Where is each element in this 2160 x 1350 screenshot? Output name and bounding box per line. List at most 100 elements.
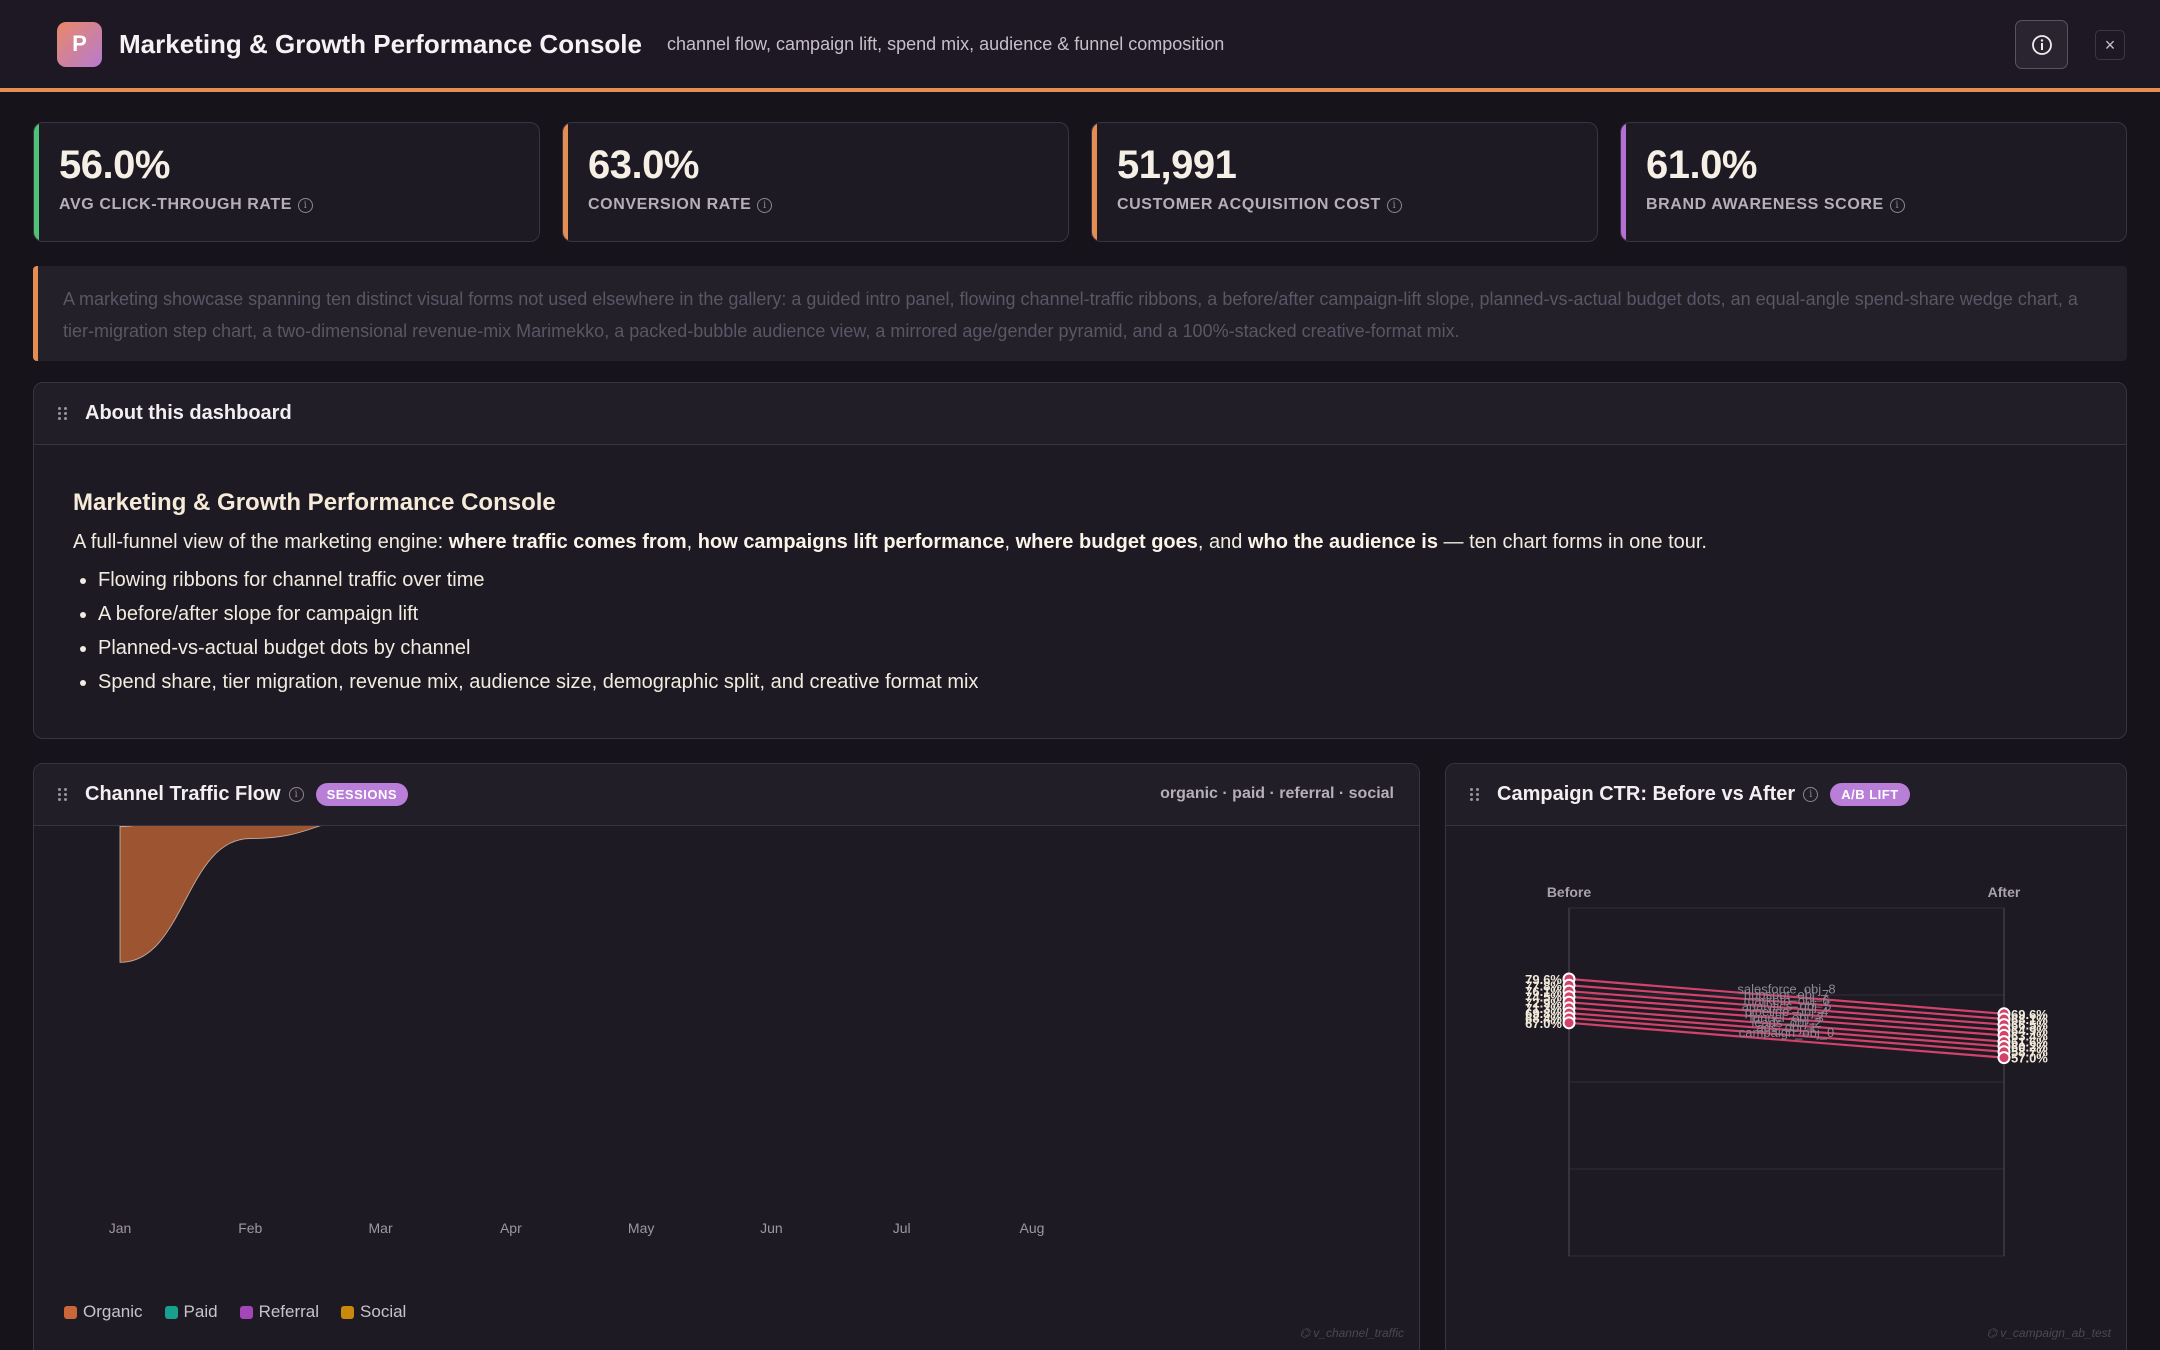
slope-line: [1568, 1001, 2005, 1037]
panel-title: Channel Traffic Flow: [85, 783, 281, 805]
after-value-label: 58.7%: [2011, 1045, 2048, 1060]
kpi-card-brand-awareness: 61.0% BRAND AWARENESS SCORE i: [1620, 122, 2127, 242]
channel-traffic-chart: Jan Feb Mar Apr May Jun Jul Aug: [109, 826, 1045, 1236]
list-item: Flowing ribbons for channel traffic over…: [98, 563, 2087, 597]
info-icon[interactable]: i: [288, 787, 304, 802]
before-value-label: 79.6%: [1525, 972, 1562, 987]
app-title: Marketing & Growth Performance Console: [119, 28, 642, 59]
app-header: P Marketing & Growth Performance Console…: [0, 0, 2160, 92]
legend-item-referral[interactable]: Referral: [239, 1302, 319, 1322]
close-button[interactable]: ×: [2095, 30, 2125, 60]
channel-traffic-panel: Channel Traffic Flow i SESSIONS organic …: [33, 763, 1420, 1350]
series-label: analytics_obj_5: [1742, 998, 1832, 1013]
series-label: pipeline_obj_4: [1745, 1004, 1829, 1019]
legend-item-social[interactable]: Social: [341, 1302, 406, 1322]
about-intro: A full-funnel view of the marketing engi…: [73, 531, 1707, 553]
kpi-value: 56.0%: [59, 143, 170, 187]
about-bullets: Flowing ribbons for channel traffic over…: [73, 563, 2087, 699]
drag-handle-icon[interactable]: [58, 407, 68, 420]
panel-header: Channel Traffic Flow i SESSIONS organic …: [34, 764, 1419, 826]
slope-line: [1568, 1016, 2005, 1053]
campaign-slope-chart: Before After salesforce_obj_8hubspot_obj_7…: [1525, 884, 2048, 1257]
list-item: Spend share, tier migration, revenue mix…: [98, 665, 2087, 699]
series-label: hubspot_obj_7: [1744, 987, 1829, 1002]
panel-header: About this dashboard: [34, 383, 2126, 445]
x-tick-label: Apr: [500, 1220, 522, 1236]
slope-line: [1568, 1006, 2005, 1043]
slope-line: [1568, 984, 2005, 1021]
before-value-label: 68.4%: [1525, 1011, 1562, 1026]
app-subtitle: channel flow, campaign lift, spend mix, …: [666, 33, 1225, 54]
series-label: marketo_obj_6: [1744, 993, 1830, 1008]
info-circle-icon: [2031, 34, 2052, 55]
info-button[interactable]: [2015, 20, 2068, 69]
x-tick-label: Jul: [893, 1220, 911, 1236]
info-icon[interactable]: i: [298, 197, 314, 213]
after-value-label: 61.6%: [2011, 1035, 2048, 1050]
panel-meta: organic · paid · referral · social: [1160, 785, 1394, 802]
kpi-value: 61.0%: [1646, 143, 1757, 187]
x-tick-label: Aug: [1020, 1220, 1045, 1236]
slope-line: [1568, 1021, 2005, 1059]
info-icon[interactable]: i: [757, 197, 773, 213]
x-tick-label: Feb: [238, 1220, 262, 1236]
legend-item-paid[interactable]: Paid: [164, 1302, 218, 1322]
info-icon[interactable]: i: [1386, 197, 1402, 213]
kpi-card-ctr: 56.0% AVG CLICK-THROUGH RATE i: [33, 122, 540, 242]
about-heading: Marketing & Growth Performance Console: [73, 489, 556, 516]
list-item: Planned-vs-actual budget dots by channel: [98, 631, 2087, 665]
before-value-label: 71.3%: [1525, 1001, 1562, 1016]
kpi-value: 63.0%: [588, 143, 699, 187]
after-value-label: 63.4%: [2011, 1028, 2048, 1043]
info-icon[interactable]: i: [1803, 787, 1819, 802]
after-value-label: 60.2%: [2011, 1040, 2048, 1055]
slope-line: [1568, 1011, 2005, 1048]
about-panel: About this dashboard Marketing & Growth …: [33, 382, 2127, 739]
panel-badge: SESSIONS: [315, 783, 409, 806]
list-item: A before/after slope for campaign lift: [98, 597, 2087, 631]
panel-title: About this dashboard: [85, 402, 292, 424]
x-tick-label: Mar: [369, 1220, 393, 1236]
panel-badge: A/B LIFT: [1830, 783, 1910, 806]
drag-handle-icon[interactable]: [58, 788, 68, 801]
stream-layer-organic: [119, 826, 321, 963]
campaign-lift-panel: Campaign CTR: Before vs After i A/B LIFT…: [1445, 763, 2127, 1350]
app-logo: P: [57, 21, 102, 67]
before-value-label: 69.8%: [1525, 1006, 1562, 1021]
series-label: salesforce_obj_8: [1737, 981, 1835, 996]
slope-line: [1568, 995, 2005, 1032]
panel-title: Campaign CTR: Before vs After: [1497, 783, 1796, 805]
before-value-label: 67.0%: [1525, 1016, 1562, 1031]
dashboard-description: A marketing showcase spanning ten distin…: [33, 266, 2127, 361]
kpi-label: BRAND AWARENESS SCORE: [1646, 196, 1884, 213]
legend-item-organic[interactable]: Organic: [64, 1302, 143, 1322]
axis-label-after: After: [1988, 884, 2021, 900]
series-label: campaign_obj_0: [1739, 1025, 1834, 1040]
series-label: leads_obj_2: [1751, 1015, 1821, 1030]
before-value-label: 74.5%: [1525, 990, 1562, 1005]
after-value-label: 57.0%: [2011, 1051, 2048, 1066]
kpi-card-cac: 51,991 CUSTOMER ACQUISITION COST i: [1091, 122, 1598, 242]
x-tick-label: May: [628, 1220, 654, 1236]
chart-legend: Organic Paid Referral Social: [64, 1302, 406, 1322]
series-label: ads_obj_1: [1757, 1020, 1817, 1035]
after-value-label: 68.1%: [2011, 1012, 2048, 1027]
data-source-label: ⌬ v_campaign_ab_test: [1986, 1326, 2111, 1340]
slope-line: [1568, 990, 2005, 1026]
after-value-label: 69.6%: [2011, 1007, 2048, 1022]
about-body: Marketing & Growth Performance Console A…: [34, 445, 2126, 738]
kpi-value: 51,991: [1117, 143, 1237, 187]
drag-handle-icon[interactable]: [1470, 788, 1480, 801]
x-tick-label: Jan: [109, 1220, 132, 1236]
slope-line: [1568, 977, 2005, 1015]
panel-header: Campaign CTR: Before vs After i A/B LIFT: [1446, 764, 2126, 826]
data-source-label: ⌬ v_channel_traffic: [1299, 1326, 1404, 1340]
x-tick-label: Jun: [760, 1220, 783, 1236]
before-value-label: 77.8%: [1525, 978, 1562, 993]
kpi-label: AVG CLICK-THROUGH RATE: [59, 196, 293, 213]
after-value-label: 64.9%: [2011, 1023, 2048, 1038]
series-label: funnel_obj_3: [1749, 1010, 1823, 1025]
before-value-label: 72.9%: [1525, 995, 1562, 1010]
kpi-card-conversion: 63.0% CONVERSION RATE i: [562, 122, 1069, 242]
info-icon[interactable]: i: [1889, 197, 1905, 213]
